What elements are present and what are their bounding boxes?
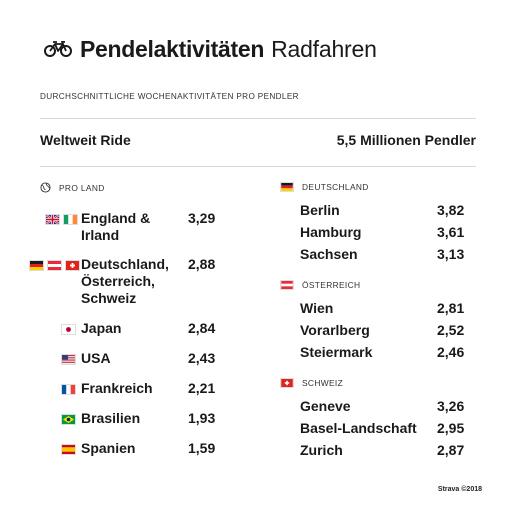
region-row: Zurich 2,87 xyxy=(300,442,480,462)
region-value: 2,46 xyxy=(437,344,465,360)
region-name: Berlin xyxy=(300,202,340,218)
region-row: Basel-Landschaft 2,95 xyxy=(300,420,480,440)
title-main: Pendelaktivitäten xyxy=(80,35,265,62)
section-heading-label: ÖSTERREICH xyxy=(302,280,361,290)
region-row: Vorarlberg 2,52 xyxy=(300,322,480,342)
region-name: Zurich xyxy=(300,442,343,458)
austria-flag-icon xyxy=(47,260,62,271)
country-value: 2,88 xyxy=(188,256,216,272)
region-name: Wien xyxy=(300,300,334,316)
region-value: 2,95 xyxy=(437,420,465,436)
region-value: 3,26 xyxy=(437,398,465,414)
country-value: 2,43 xyxy=(188,350,216,366)
germany-flag-icon xyxy=(280,182,294,192)
region-value: 2,81 xyxy=(437,300,465,316)
country-value: 1,93 xyxy=(188,410,216,426)
region-value: 3,61 xyxy=(437,224,465,240)
ireland-flag-icon xyxy=(63,214,78,225)
credit: Strava ©2018 xyxy=(437,486,482,493)
country-flags xyxy=(61,324,76,335)
subtitle: DURCHSCHNITTLICHE WOCHENAKTIVITÄTEN PRO … xyxy=(40,92,299,101)
switzerland-flag-icon xyxy=(280,378,294,388)
region-name: Geneve xyxy=(300,398,351,414)
switzerland-flag-icon xyxy=(65,260,80,271)
country-value: 2,21 xyxy=(188,380,216,396)
country-value: 3,29 xyxy=(188,210,216,226)
japan-flag-icon xyxy=(61,324,76,335)
uk-flag-icon xyxy=(45,214,60,225)
country-name: Deutschland, Österreich, Schweiz xyxy=(81,256,169,306)
section-heading-label: DEUTSCHLAND xyxy=(302,182,369,192)
country-flags xyxy=(61,384,76,395)
section-heading-label: PRO LAND xyxy=(59,182,105,193)
region-name: Basel-Landschaft xyxy=(300,420,417,436)
country-row: Spanien 1,59 xyxy=(0,440,240,500)
section-heading-label: SCHWEIZ xyxy=(302,378,344,388)
region-row: Geneve 3,26 xyxy=(300,398,480,418)
commuter-count: 5,5 Millionen Pendler xyxy=(336,132,476,148)
country-name: USA xyxy=(81,350,111,366)
country-name: Spanien xyxy=(81,440,136,456)
country-name: Frankreich xyxy=(81,380,153,396)
section-heading-österreich: ÖSTERREICH xyxy=(280,280,360,290)
brazil-flag-icon xyxy=(61,414,76,425)
region-name: Sachsen xyxy=(300,246,358,262)
globe-icon xyxy=(40,182,51,193)
region-row: Sachsen 3,13 xyxy=(300,246,480,266)
germany-flag-icon xyxy=(29,260,44,271)
country-value: 1,59 xyxy=(188,440,216,456)
region-row: Berlin 3,82 xyxy=(300,202,480,222)
country-flags xyxy=(45,214,78,225)
country-value: 2,84 xyxy=(188,320,216,336)
divider xyxy=(40,118,476,119)
bicycle-icon xyxy=(44,41,72,57)
region-row: Wien 2,81 xyxy=(300,300,480,320)
section-heading-deutschland: DEUTSCHLAND xyxy=(280,182,369,192)
title-sub: Radfahren xyxy=(271,35,377,62)
country-row: Brasilien 1,93 xyxy=(0,410,240,470)
page-title: Pendelaktivitäten Radfahren xyxy=(44,34,377,64)
country-flags xyxy=(61,444,76,455)
country-name: Japan xyxy=(81,320,122,336)
country-flags xyxy=(29,260,80,271)
region-value: 2,52 xyxy=(437,322,465,338)
divider xyxy=(40,166,476,167)
region-row: Steiermark 2,46 xyxy=(300,344,480,364)
usa-flag-icon xyxy=(61,354,76,365)
region-value: 2,87 xyxy=(437,442,465,458)
country-row: Frankreich 2,21 xyxy=(0,380,240,440)
country-row: USA 2,43 xyxy=(0,350,240,410)
scope-label: Weltweit Ride xyxy=(40,132,131,148)
spain-flag-icon xyxy=(61,444,76,455)
country-row: Deutschland, Österreich, Schweiz 2,88 xyxy=(0,256,240,316)
region-value: 3,82 xyxy=(437,202,465,218)
country-row: Japan 2,84 xyxy=(0,320,240,380)
region-name: Hamburg xyxy=(300,224,362,240)
section-heading-by-country: PRO LAND xyxy=(40,182,105,193)
section-heading-schweiz: SCHWEIZ xyxy=(280,378,343,388)
country-row: England & Irland 3,29 xyxy=(0,210,240,270)
country-name: Brasilien xyxy=(81,410,141,426)
country-flags xyxy=(61,414,76,425)
region-row: Hamburg 3,61 xyxy=(300,224,480,244)
region-name: Vorarlberg xyxy=(300,322,370,338)
france-flag-icon xyxy=(61,384,76,395)
country-name: England & Irland xyxy=(81,210,151,243)
austria-flag-icon xyxy=(280,280,294,290)
country-flags xyxy=(61,354,76,365)
region-value: 3,13 xyxy=(437,246,465,262)
region-name: Steiermark xyxy=(300,344,373,360)
